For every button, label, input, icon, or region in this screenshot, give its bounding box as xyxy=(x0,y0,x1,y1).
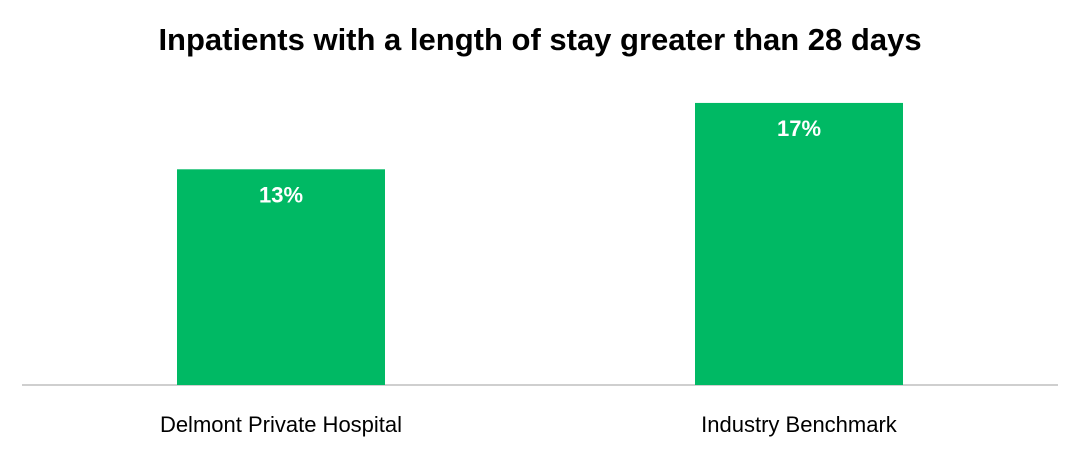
bars-group xyxy=(177,102,903,386)
x-tick-label-1: Industry Benchmark xyxy=(701,412,898,437)
bar-1 xyxy=(695,102,903,386)
x-tick-label-0: Delmont Private Hospital xyxy=(160,412,402,437)
data-labels-group: 13% 17% xyxy=(259,116,821,207)
data-label-1: 17% xyxy=(777,116,821,141)
x-tick-labels-group: Delmont Private Hospital Industry Benchma… xyxy=(160,412,898,437)
bar-0 xyxy=(177,169,385,385)
data-label-0: 13% xyxy=(259,182,303,207)
chart-title: Inpatients with a length of stay greater… xyxy=(158,22,922,57)
